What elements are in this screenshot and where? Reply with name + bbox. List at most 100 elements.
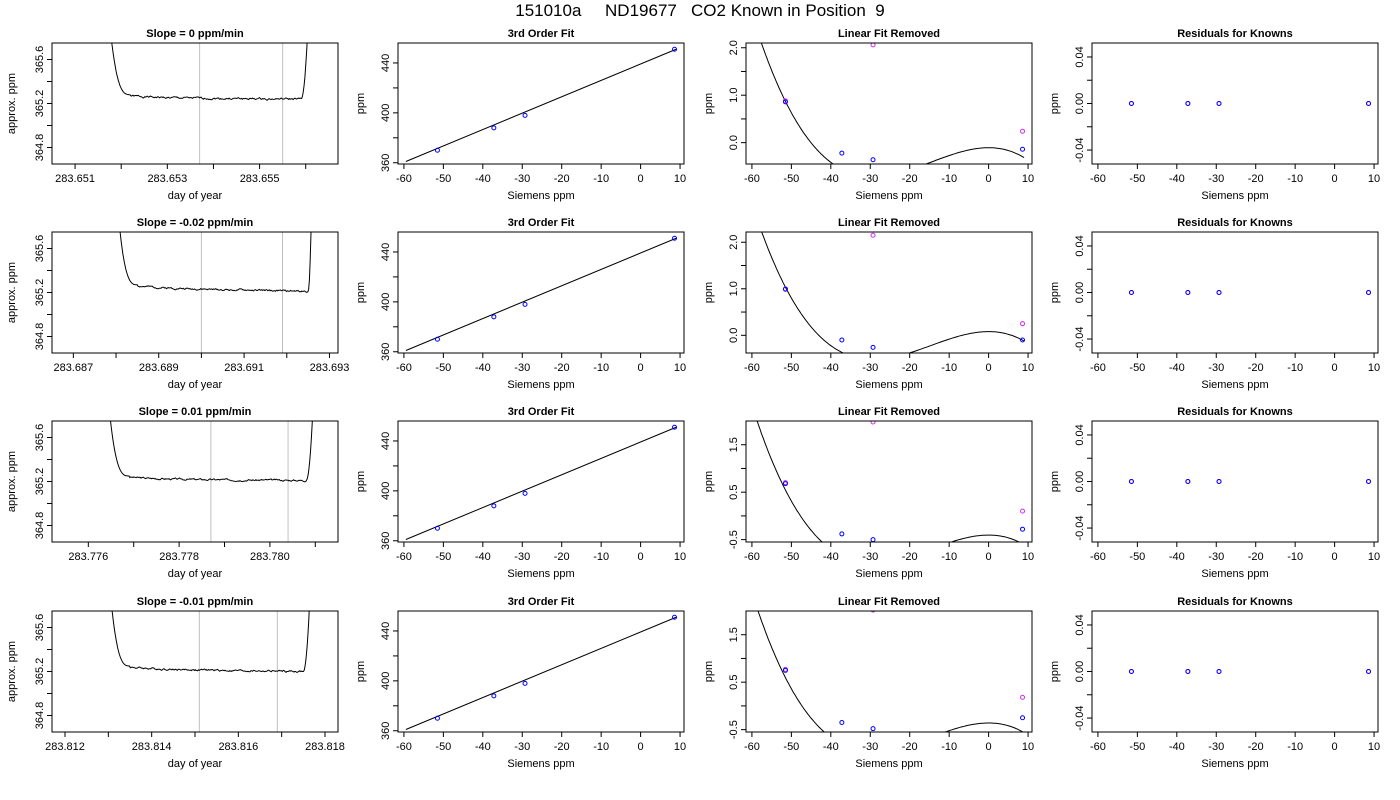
x-tick-label: -60 (744, 741, 760, 753)
y-tick-label: 0.0 (728, 328, 740, 343)
y-tick-label: 440 (380, 432, 392, 450)
x-axis-label: Siemens ppm (507, 758, 574, 770)
x-tick-label: 283.689 (139, 362, 179, 374)
data-point (1216, 479, 1222, 484)
data-point (522, 301, 528, 307)
panel-2-1: Slope = -0.02 ppm/min day of year approx. … (6, 217, 349, 391)
x-tick-label: -40 (1169, 551, 1185, 563)
y-tick-label: 364.8 (34, 323, 46, 351)
x-tick-label: -20 (554, 741, 570, 753)
time-series-line (110, 421, 313, 483)
data-point (782, 99, 788, 105)
x-tick-label: -40 (823, 362, 839, 374)
y-tick-label: 0.00 (1074, 93, 1086, 114)
data-point (839, 337, 845, 343)
x-tick-label: 10 (1022, 362, 1034, 374)
data-point (870, 157, 876, 163)
data-point (1216, 101, 1222, 106)
panel-title: Residuals for Knowns (1177, 406, 1293, 418)
panel-4-2: 3rd Order Fit Siemens ppm ppm -60 -50 -40 -30 -… (355, 596, 686, 770)
y-tick-label: 0.04 (1074, 46, 1086, 67)
x-tick-label: -20 (554, 362, 570, 374)
x-axis-label: Siemens ppm (1201, 568, 1268, 580)
y-tick-label: -0.04 (1074, 137, 1086, 162)
y-axis-label: ppm (355, 471, 367, 492)
x-tick-label: 283.776 (68, 551, 108, 563)
panel-2-2: 3rd Order Fit Siemens ppm ppm -60 -50 -40 -30 -… (355, 217, 686, 391)
x-tick-label: -20 (902, 173, 918, 185)
y-axis-label: ppm (1049, 282, 1061, 303)
x-tick-label: -30 (514, 173, 530, 185)
y-tick-label: 400 (380, 672, 392, 690)
plot-area (119, 232, 312, 353)
data-point (1185, 290, 1191, 295)
x-tick-label: -60 (396, 741, 412, 753)
x-tick-label: -10 (593, 741, 609, 753)
fit-line (405, 237, 677, 351)
data-point (1128, 479, 1134, 484)
plot-area (1128, 479, 1372, 484)
x-tick-label: 283.780 (250, 551, 290, 563)
plot-area (111, 43, 308, 164)
x-tick-label: -10 (941, 362, 957, 374)
x-tick-label: -60 (1090, 362, 1106, 374)
x-tick-label: 10 (674, 741, 686, 753)
panel-4-1: Slope = -0.01 ppm/min day of year approx. … (6, 596, 345, 770)
data-point (434, 715, 440, 721)
x-tick-label: 0 (1332, 551, 1338, 563)
x-tick-label: -10 (593, 173, 609, 185)
x-tick-label: -10 (1287, 741, 1303, 753)
x-tick-label: -40 (823, 741, 839, 753)
plot-area (757, 611, 1026, 732)
x-tick-label: -20 (1248, 173, 1264, 185)
x-axis-label: day of year (168, 758, 223, 770)
plot-area (1128, 290, 1372, 295)
y-axis-label: ppm (703, 471, 715, 492)
data-point (434, 525, 440, 531)
data-point (782, 667, 788, 673)
fit-line (405, 426, 677, 540)
x-tick-label: -30 (1208, 741, 1224, 753)
panel-4-4: Residuals for Knowns Siemens ppm ppm -60 -50… (1049, 596, 1380, 770)
panel-2-3: Linear Fit Removed Siemens ppm ppm -60 -50 -4… (703, 217, 1034, 391)
x-tick-label: -40 (475, 741, 491, 753)
x-tick-label: 10 (1022, 741, 1034, 753)
data-point (839, 531, 845, 537)
x-tick-label: -20 (1248, 551, 1264, 563)
x-tick-label: -30 (862, 173, 878, 185)
panel-title: Linear Fit Removed (838, 217, 940, 229)
time-series-line (111, 611, 310, 673)
fit-line (405, 48, 677, 162)
x-tick-label: 0 (1332, 362, 1338, 374)
x-tick-label: -50 (783, 362, 799, 374)
plot-frame (397, 610, 685, 733)
reference-point (870, 611, 876, 613)
x-tick-label: -40 (1169, 741, 1185, 753)
plot-frame (1091, 420, 1379, 543)
y-tick-label: 365.2 (34, 279, 46, 307)
time-series-line (119, 232, 312, 293)
reference-point (1020, 508, 1026, 514)
data-point (1128, 290, 1134, 295)
plot-frame (397, 231, 685, 354)
x-tick-label: 283.818 (305, 741, 345, 753)
x-tick-label: -60 (744, 551, 760, 563)
panel-title: Slope = 0 ppm/min (146, 28, 244, 40)
x-tick-label: -20 (1248, 362, 1264, 374)
x-tick-label: -50 (783, 551, 799, 563)
y-tick-label: 440 (380, 243, 392, 261)
y-tick-label: 360 (380, 722, 392, 740)
x-tick-label: -60 (1090, 741, 1106, 753)
y-axis-label: ppm (1049, 93, 1061, 114)
x-tick-label: -10 (941, 173, 957, 185)
panel-title: Residuals for Knowns (1177, 217, 1293, 229)
x-tick-label: 283.651 (55, 173, 95, 185)
plot-frame (745, 610, 1033, 733)
x-tick-label: 10 (1022, 551, 1034, 563)
y-tick-label: 365.6 (34, 235, 46, 263)
y-tick-label: 2.0 (728, 235, 740, 250)
plot-frame (1091, 231, 1379, 354)
x-tick-label: -10 (1287, 173, 1303, 185)
data-point (1216, 290, 1222, 295)
